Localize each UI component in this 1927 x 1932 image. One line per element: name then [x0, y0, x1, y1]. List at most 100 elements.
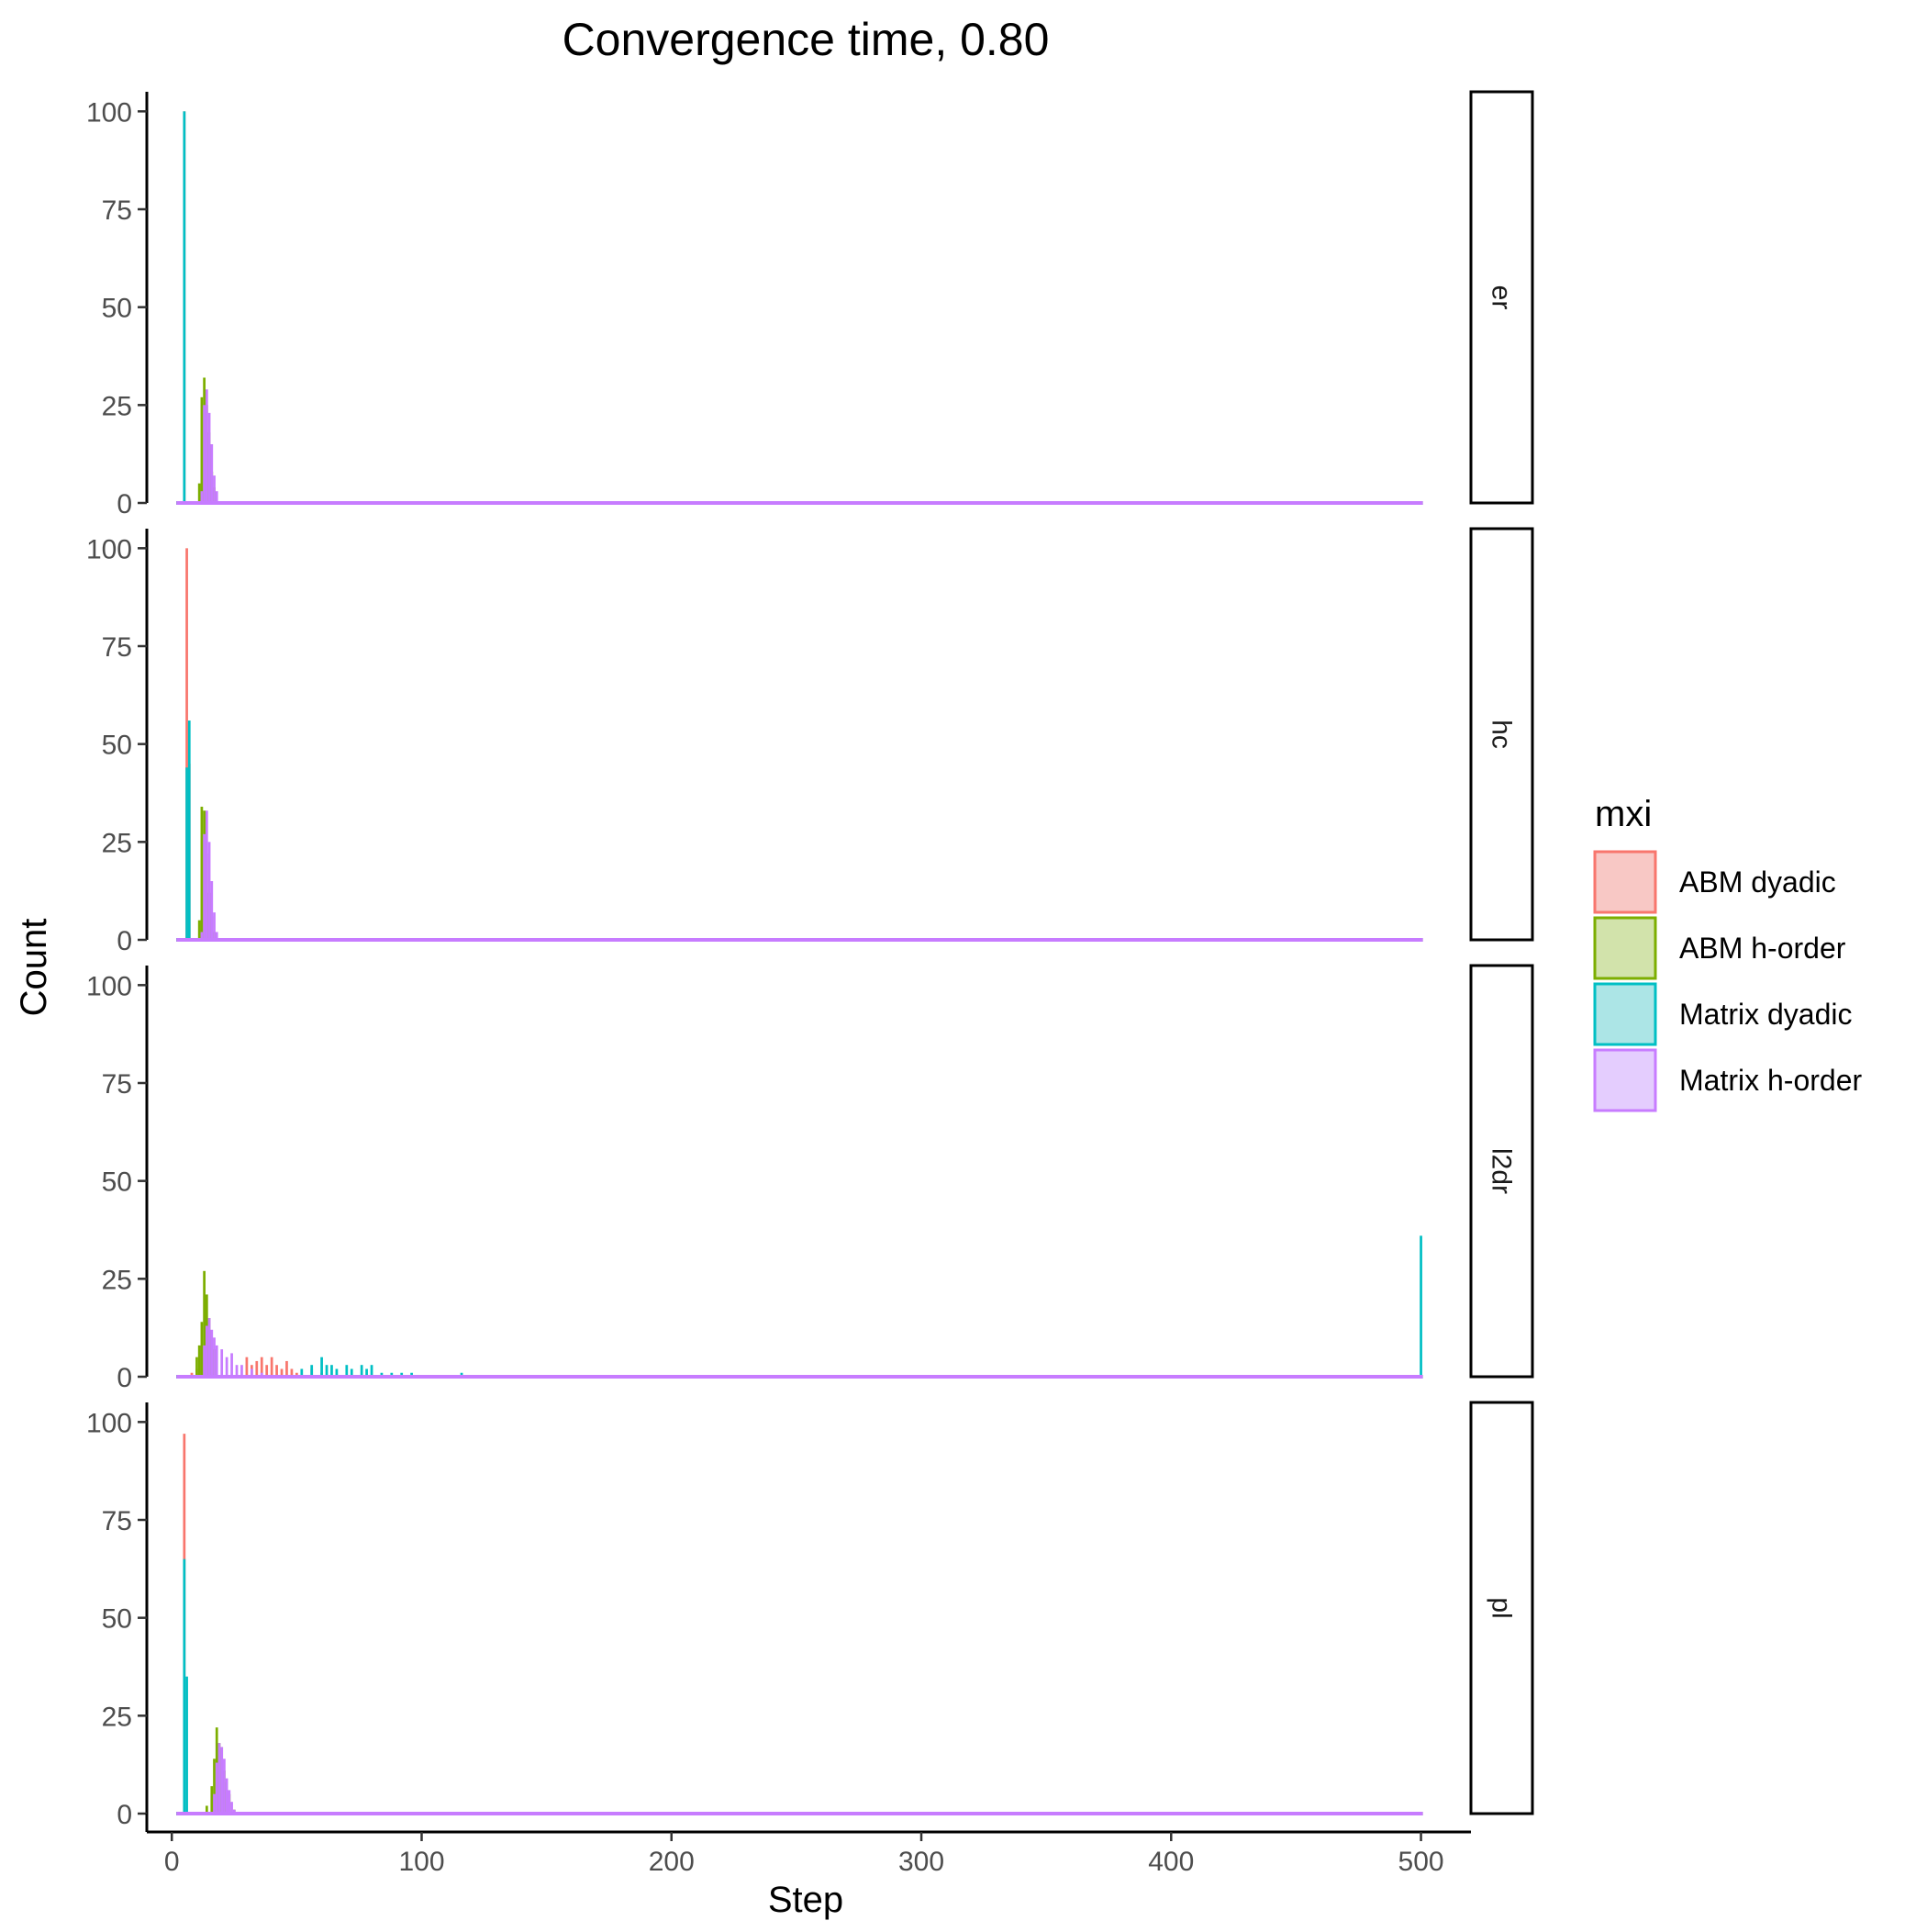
y-tick-label: 75: [102, 1069, 132, 1100]
x-tick-label: 100: [398, 1847, 444, 1877]
panel-hc: 0 25 50 75 100 hc: [86, 527, 1534, 956]
y-tick-label: 0: [117, 1363, 132, 1393]
bar: [210, 1786, 214, 1814]
bar: [325, 1365, 329, 1377]
bar: [232, 1809, 236, 1814]
bar: [215, 932, 218, 940]
bar: [255, 1360, 259, 1377]
legend-entry-matrix-h-order: Matrix h-order: [1593, 1048, 1863, 1112]
y-tick-label: 100: [86, 97, 132, 128]
bar: [260, 1357, 263, 1377]
bar: [360, 1365, 363, 1377]
bar: [205, 389, 208, 503]
bar: [210, 1329, 214, 1377]
bar: [285, 1360, 288, 1377]
bar: [205, 1805, 208, 1814]
bar: [213, 1337, 216, 1377]
y-tick-label: 100: [86, 534, 132, 564]
bar: [225, 1778, 228, 1814]
bar: [200, 932, 204, 940]
x-tick-label: 300: [898, 1847, 944, 1877]
legend-label: ABM dyadic: [1679, 865, 1836, 899]
bar: [215, 491, 218, 503]
panel-pl: 0 25 50 75 100 pl 0 100 200 300 400 500: [86, 1401, 1534, 1877]
facet-strip: [1469, 90, 1534, 505]
panel-l2dr: 0 25 50 75 100 l2dr: [86, 964, 1534, 1393]
bar: [215, 1762, 218, 1814]
bar: [190, 1372, 194, 1377]
bar: [370, 1365, 373, 1377]
y-tick-label: 75: [102, 1506, 132, 1536]
bar: [185, 548, 188, 940]
y-tick-label: 50: [102, 1604, 132, 1635]
x-tick-label: 500: [1398, 1847, 1444, 1877]
bar: [250, 1368, 253, 1377]
bar: [210, 444, 214, 503]
y-tick-label: 25: [102, 1702, 132, 1732]
bar: [230, 1802, 233, 1814]
y-axis-title: Count: [14, 919, 54, 1017]
bar: [295, 1372, 298, 1377]
series-matrix-h-order: [176, 389, 1423, 505]
y-tick-label: 0: [117, 489, 132, 519]
legend-key: [1593, 1048, 1657, 1112]
bar: [187, 720, 191, 940]
bar: [265, 1365, 269, 1377]
bar: [200, 396, 204, 503]
facet-strip-label: l2dr: [1487, 1148, 1517, 1194]
bar: [203, 833, 206, 940]
bar: [185, 767, 188, 940]
y-tick-label: 25: [102, 828, 132, 858]
facet-strip: [1469, 964, 1534, 1379]
bar: [200, 491, 204, 503]
bar: [210, 881, 214, 940]
y-tick-label: 50: [102, 294, 132, 324]
bar: [235, 1365, 239, 1377]
bar: [380, 1372, 384, 1377]
legend-label: Matrix h-order: [1679, 1064, 1863, 1097]
bar: [1420, 1235, 1422, 1377]
bar: [195, 1357, 198, 1377]
bar: [335, 1368, 339, 1377]
bar: [197, 920, 201, 940]
bar: [183, 111, 186, 503]
y-tick-label: 75: [102, 632, 132, 663]
legend-key: [1593, 916, 1657, 980]
bar: [350, 1368, 353, 1377]
bar: [207, 412, 211, 503]
bar: [217, 1743, 221, 1814]
facet-strip-label: er: [1487, 285, 1517, 310]
bar: [345, 1365, 349, 1377]
legend-key: [1593, 850, 1657, 914]
bar: [207, 1318, 211, 1377]
legend-label: Matrix dyadic: [1679, 998, 1853, 1031]
bar: [330, 1365, 333, 1377]
x-tick-label: 200: [649, 1847, 695, 1877]
bar: [223, 1759, 226, 1814]
bar: [213, 475, 216, 503]
bar: [260, 1372, 263, 1377]
y-tick-label: 100: [86, 971, 132, 1001]
facet-strip-label: pl: [1487, 1597, 1517, 1618]
facet-strip: [1469, 1401, 1534, 1815]
y-tick-label: 25: [102, 391, 132, 421]
bar: [205, 1325, 208, 1377]
bar: [213, 912, 216, 940]
facet-strip-label: hc: [1487, 720, 1517, 749]
bar: [228, 1790, 231, 1814]
bar: [245, 1357, 249, 1377]
legend: mxi ABM dyadic ABM h-order Matrix dyadic Ma…: [1593, 794, 1863, 1112]
bar: [300, 1368, 304, 1377]
bar: [365, 1368, 368, 1377]
y-tick-label: 50: [102, 731, 132, 761]
bar: [400, 1372, 404, 1377]
bar: [280, 1368, 284, 1377]
bar: [213, 1759, 216, 1814]
bar: [197, 483, 201, 503]
facet-strip: [1469, 527, 1534, 942]
bar: [183, 1558, 186, 1814]
bar: [220, 1349, 224, 1377]
y-tick-label: 50: [102, 1167, 132, 1198]
series-matrix-h-order: [176, 1743, 1423, 1815]
